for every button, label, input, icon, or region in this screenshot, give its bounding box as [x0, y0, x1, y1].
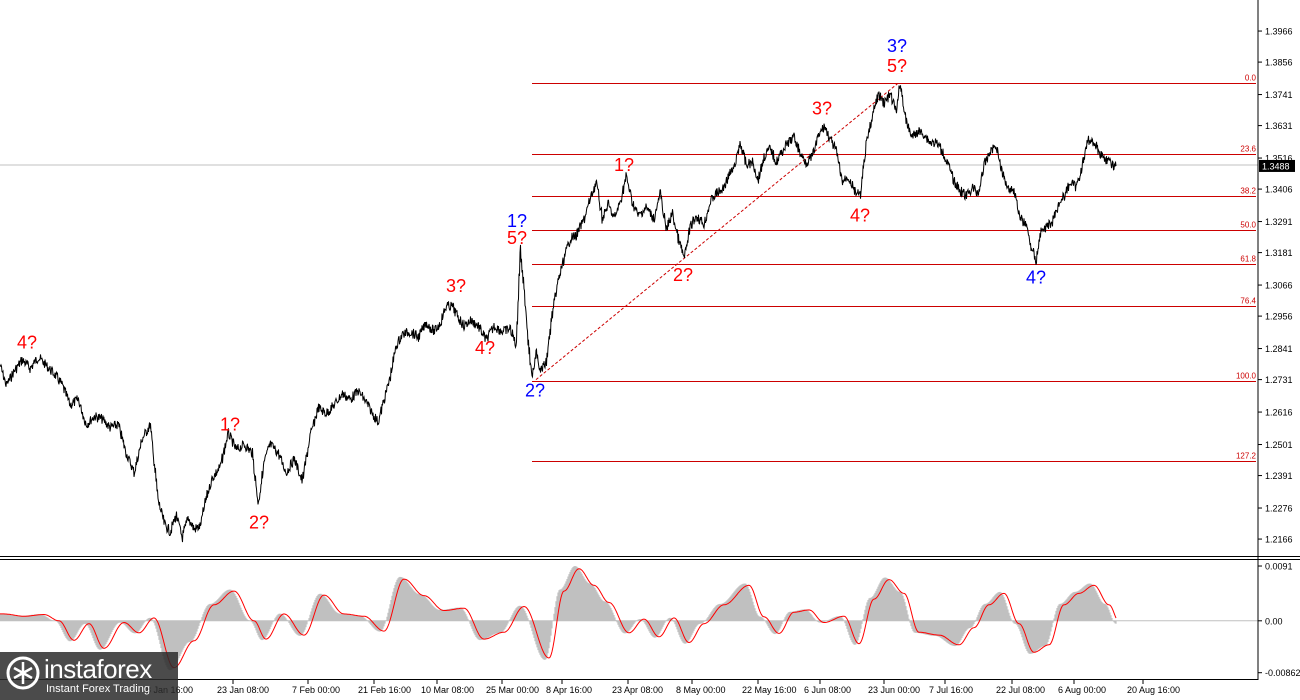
trend-line: [535, 82, 899, 380]
fib-level-label: 0.0: [1245, 74, 1257, 83]
x-tick-label: 22 May 16:00: [742, 685, 797, 695]
wave-label: 3?: [812, 98, 832, 118]
fib-level-label: 61.8: [1240, 255, 1256, 264]
x-tick-label: 7 Feb 00:00: [292, 685, 340, 695]
osc-signal-line: [0, 568, 1117, 669]
x-tick-label: 23 Jun 00:00: [868, 685, 920, 695]
x-tick-label: 6 Aug 00:00: [1058, 685, 1106, 695]
fib-level-label: 100.0: [1236, 372, 1257, 381]
wave-label: 4?: [17, 333, 37, 353]
wave-label: 1?: [220, 414, 240, 434]
wave-label: 3?: [887, 36, 907, 56]
x-tick-label: 8 May 00:00: [676, 685, 726, 695]
y-tick-label: 1.3181: [1265, 248, 1293, 258]
wave-label: 4?: [850, 206, 870, 226]
x-tick-label: 7 Jul 16:00: [929, 685, 973, 695]
y-tick-label: 1.3856: [1265, 58, 1293, 68]
fib-level-label: 76.4: [1240, 297, 1256, 306]
brand-name: instaforex: [44, 654, 152, 684]
fib-level-label: 50.0: [1240, 221, 1256, 230]
y-tick-label: 1.2501: [1265, 440, 1293, 450]
wave-label: 2?: [673, 265, 693, 285]
oscillator-chart[interactable]: [0, 566, 1258, 671]
y-tick-label: 1.2166: [1265, 535, 1293, 545]
x-tick-label: 22 Jul 08:00: [996, 685, 1045, 695]
wave-label: 2?: [249, 513, 269, 533]
y-tick-label: 1.2731: [1265, 375, 1293, 385]
y-tick-label: 1.3066: [1265, 281, 1293, 291]
instaforex-logo: instaforex Instant Forex Trading: [4, 652, 194, 698]
y-tick-label: 1.3741: [1265, 90, 1293, 100]
osc-y-tick-label: 0.0091: [1265, 562, 1293, 572]
logo-background: [0, 652, 178, 700]
fib-level-label: 23.6: [1240, 145, 1256, 154]
y-tick-label: 1.3516: [1265, 154, 1293, 164]
x-tick-label: 10 Mar 08:00: [421, 685, 474, 695]
y-tick-label: 1.3406: [1265, 185, 1293, 195]
current-price-label: 1.3488: [1262, 161, 1290, 171]
wave-label: 1?: [614, 155, 634, 175]
brand-tagline: Instant Forex Trading: [46, 683, 150, 695]
price-chart[interactable]: 0.0 23.6 38.2 50.0 61.8 76.4 100.0 127.2 4? 1? 2? 3…: [0, 36, 1258, 543]
x-tick-label: 21 Feb 16:00: [358, 685, 411, 695]
price-series: [0, 85, 1117, 543]
y-tick-label: 1.2391: [1265, 471, 1293, 481]
osc-y-tick-label: -0.00862: [1265, 668, 1300, 678]
y-tick-label: 1.3631: [1265, 121, 1293, 131]
x-tick-label: 23 Jan 08:00: [217, 685, 269, 695]
y-tick-label: 1.2841: [1265, 344, 1293, 354]
fib-level-label: 38.2: [1240, 187, 1256, 196]
osc-y-tick-label: 0.00: [1265, 616, 1283, 626]
logo-icon: [6, 656, 40, 690]
wave-label: 3?: [446, 276, 466, 296]
x-tick-label: 23 Apr 08:00: [612, 685, 663, 695]
y-tick-label: 1.3291: [1265, 217, 1293, 227]
x-tick-label: 6 Jun 08:00: [804, 685, 851, 695]
x-tick-label: 25 Mar 00:00: [486, 685, 539, 695]
wave-label: 5?: [887, 56, 907, 76]
y-tick-label: 1.2276: [1265, 504, 1293, 514]
wave-label: 4?: [1026, 268, 1046, 288]
wave-label: 4?: [475, 338, 495, 358]
x-tick-label: 8 Apr 16:00: [546, 685, 592, 695]
fib-level-label: 127.2: [1236, 452, 1257, 461]
current-price-box: [1259, 159, 1295, 172]
wave-label: 1?: [507, 211, 527, 231]
wave-label: 2?: [525, 381, 545, 401]
wave-label: 5?: [507, 228, 527, 248]
y-tick-label: 1.2616: [1265, 408, 1293, 418]
y-tick-label: 1.2956: [1265, 312, 1293, 322]
y-tick-label: 1.3966: [1265, 27, 1293, 37]
x-tick-label: 20 Aug 16:00: [1127, 685, 1180, 695]
